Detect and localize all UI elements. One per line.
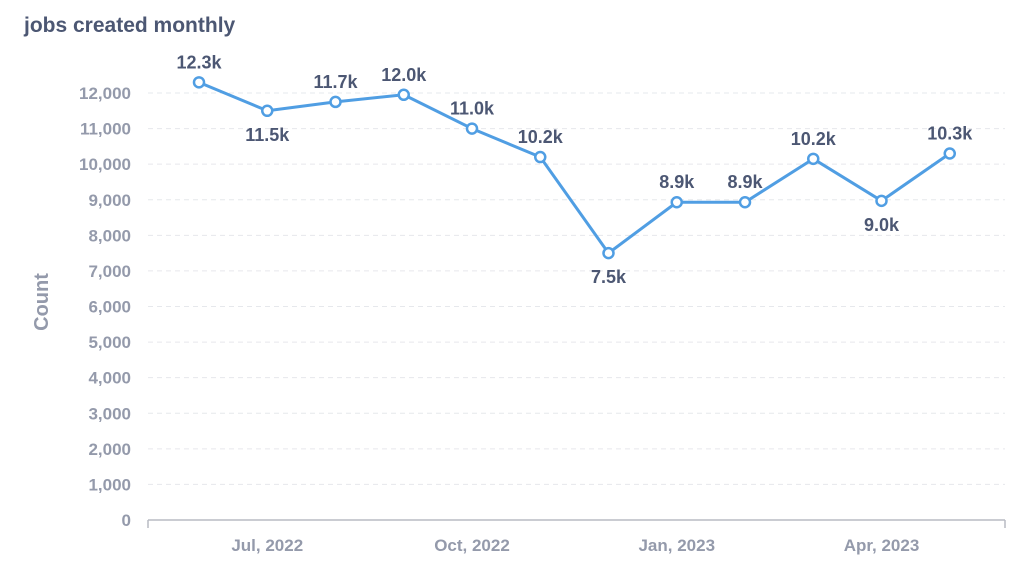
- data-label: 12.3k: [176, 52, 222, 72]
- x-tick-label: Oct, 2022: [434, 536, 510, 555]
- data-label: 11.7k: [313, 72, 358, 92]
- y-tick-label: 1,000: [88, 475, 131, 494]
- data-point[interactable]: [738, 195, 752, 209]
- y-tick-label: 9,000: [88, 191, 131, 210]
- data-label: 10.3k: [927, 123, 973, 143]
- y-axis-label: Count: [31, 273, 53, 331]
- data-labels: 12.3k 11.5k 11.7k 12.0k 11.0k 10.2k 7.5k 8.9k 8.…: [176, 52, 973, 287]
- grid-layer: [148, 92, 1005, 485]
- data-label: 10.2k: [518, 127, 564, 147]
- chart-title: jobs created monthly: [24, 14, 236, 37]
- y-tick-label: 12,000: [79, 84, 131, 103]
- series-line: [198, 80, 951, 255]
- x-tick-label: Jan, 2023: [638, 536, 715, 555]
- data-label: 12.0k: [381, 65, 427, 85]
- data-point[interactable]: [261, 104, 274, 118]
- data-label: 7.5k: [591, 267, 627, 287]
- y-tick-label: 0: [122, 511, 131, 530]
- y-tick-label: 7,000: [88, 262, 131, 281]
- data-point[interactable]: [943, 147, 956, 160]
- data-point[interactable]: [397, 88, 410, 102]
- y-tick-label: 8,000: [88, 226, 131, 245]
- data-label: 8.9k: [727, 172, 763, 192]
- y-tick-label: 10,000: [79, 155, 131, 174]
- series-layer: [192, 76, 956, 260]
- y-tick-label: 2,000: [88, 440, 131, 459]
- data-point[interactable]: [670, 195, 683, 209]
- x-tick-label: Apr, 2023: [844, 536, 920, 555]
- x-tick-label: Jul, 2022: [231, 536, 303, 555]
- data-label: 11.5k: [245, 125, 290, 145]
- data-point[interactable]: [807, 152, 820, 166]
- data-label: 11.0k: [450, 99, 495, 119]
- data-point[interactable]: [534, 150, 547, 164]
- data-point[interactable]: [875, 194, 888, 208]
- data-point[interactable]: [192, 76, 206, 89]
- data-label: 10.2k: [791, 129, 837, 149]
- y-tick-label: 3,000: [88, 404, 131, 423]
- data-point[interactable]: [329, 95, 342, 109]
- x-axis: Jul, 2022 Oct, 2022 Jan, 2023 Apr, 2023: [147, 519, 1006, 555]
- y-tick-label: 4,000: [88, 369, 131, 388]
- y-tick-label: 6,000: [88, 298, 131, 317]
- data-label: 8.9k: [659, 172, 695, 192]
- y-tick-label: 5,000: [88, 333, 131, 352]
- y-axis-ticks: 0 1,000 2,000 3,000 4,000 5,000 6,000 7,000 8,00…: [79, 84, 131, 530]
- data-point[interactable]: [465, 122, 479, 135]
- y-tick-label: 11,000: [80, 120, 131, 139]
- data-point[interactable]: [602, 246, 615, 260]
- data-label: 9.0k: [864, 215, 900, 235]
